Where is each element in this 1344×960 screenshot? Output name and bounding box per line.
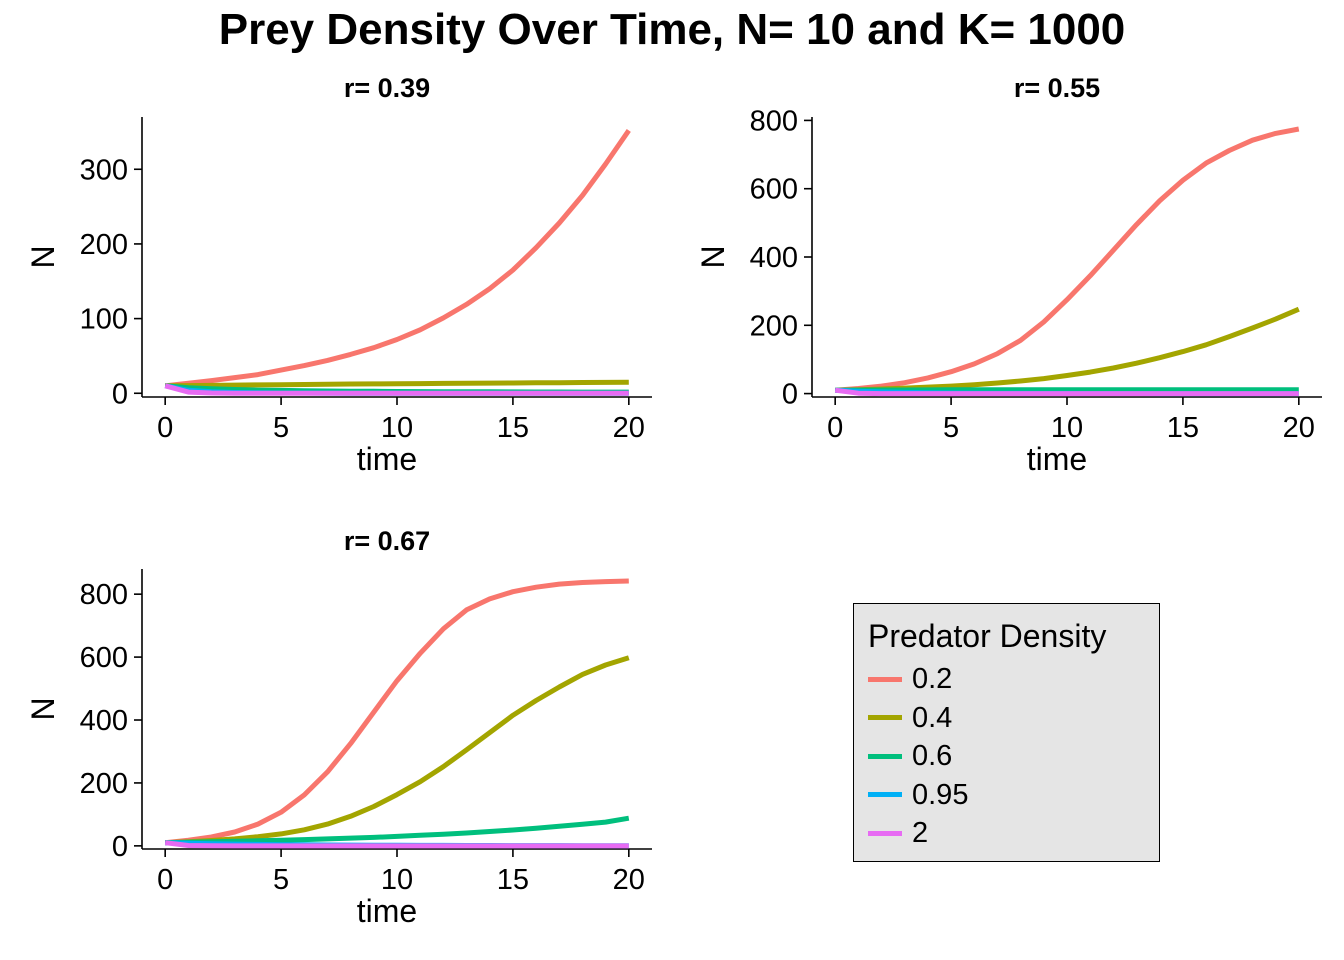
x-tick-label: 0 — [157, 412, 173, 444]
x-tick-label: 20 — [613, 412, 645, 444]
y-tick-label: 800 — [750, 105, 798, 137]
x-tick-label: 0 — [827, 412, 843, 444]
series-line-0.2 — [835, 126, 1300, 393]
y-axis-label: N — [25, 697, 61, 720]
x-tick-label: 5 — [273, 864, 289, 896]
series-line-2 — [164, 383, 629, 396]
series-line-0.2 — [164, 128, 631, 389]
series-line-0.4 — [165, 655, 630, 846]
x-tick-label: 10 — [381, 412, 413, 444]
legend-item-0.95: 0.95 — [868, 776, 968, 815]
panel-title: r= 0.55 — [1014, 73, 1100, 103]
legend-key-0.4 — [868, 715, 902, 721]
legend-key-0.95 — [868, 792, 902, 798]
legend-key-2 — [868, 830, 902, 836]
legend-label-0.6: 0.6 — [912, 740, 953, 773]
x-tick-label: 15 — [497, 864, 529, 896]
x-tick-label: 20 — [613, 864, 645, 896]
y-tick-label: 200 — [80, 768, 128, 800]
x-axis-label: time — [357, 893, 417, 929]
x-tick-label: 15 — [1167, 412, 1199, 444]
y-tick-label: 0 — [112, 378, 128, 410]
x-axis-label: time — [357, 441, 417, 477]
legend-label-0.2: 0.2 — [912, 663, 953, 696]
panel-title: r= 0.67 — [344, 526, 430, 556]
legend-title: Predator Density — [868, 618, 1107, 654]
x-tick-label: 5 — [943, 412, 959, 444]
series-line-2 — [834, 387, 1299, 397]
legend-label-0.4: 0.4 — [912, 701, 953, 734]
y-tick-label: 600 — [80, 642, 128, 674]
y-axis-label: N — [25, 245, 61, 268]
y-tick-label: 300 — [80, 154, 128, 186]
series-line-0.4 — [835, 306, 1300, 393]
y-tick-label: 400 — [750, 242, 798, 274]
y-axis-label: N — [695, 245, 731, 268]
legend-item-0.2: 0.2 — [868, 660, 968, 699]
legend-label-0.95: 0.95 — [912, 778, 969, 811]
legend-items: 0.2 0.4 0.6 0.95 2 — [868, 660, 968, 853]
y-tick-label: 0 — [112, 831, 128, 863]
y-tick-label: 200 — [80, 229, 128, 261]
main-title: Prey Density Over Time, N= 10 and K= 100… — [218, 5, 1126, 54]
y-tick-label: 0 — [782, 379, 798, 411]
panel-title: r= 0.39 — [344, 73, 430, 103]
series-line-0.4 — [165, 379, 629, 389]
legend-item-2: 2 — [868, 814, 968, 853]
y-tick-label: 800 — [80, 579, 128, 611]
legend: Predator Density 0.2 0.4 0.6 0.95 2 — [853, 603, 1160, 862]
series-line-0.6 — [835, 387, 1299, 393]
x-tick-label: 15 — [497, 412, 529, 444]
x-axis-label: time — [1027, 441, 1087, 477]
x-tick-label: 0 — [157, 864, 173, 896]
y-tick-label: 400 — [80, 705, 128, 737]
legend-label-2: 2 — [912, 817, 929, 850]
series-line-0.2 — [164, 578, 629, 846]
legend-item-0.6: 0.6 — [868, 737, 968, 776]
legend-item-0.4: 0.4 — [868, 699, 968, 738]
x-tick-label: 10 — [381, 864, 413, 896]
y-tick-label: 600 — [750, 174, 798, 206]
x-tick-label: 5 — [273, 412, 289, 444]
x-tick-label: 10 — [1051, 412, 1083, 444]
y-tick-label: 200 — [750, 310, 798, 342]
x-tick-label: 20 — [1283, 412, 1315, 444]
legend-key-0.6 — [868, 753, 902, 759]
y-tick-label: 100 — [80, 304, 128, 336]
legend-key-0.2 — [868, 676, 902, 682]
series-line-2 — [164, 840, 629, 849]
series-line-0.6 — [165, 815, 630, 846]
